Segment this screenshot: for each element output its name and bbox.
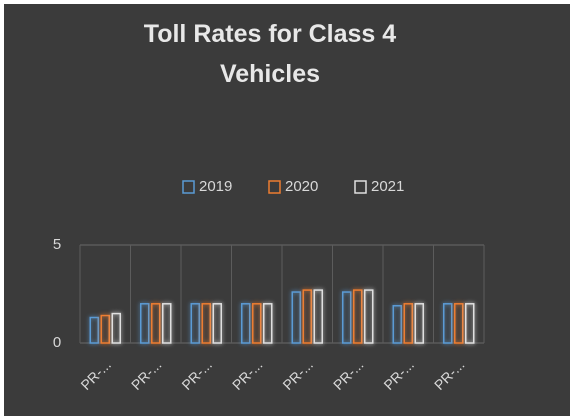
x-tick-label: PR-... xyxy=(279,356,316,393)
bar xyxy=(252,303,262,344)
bar xyxy=(364,289,374,344)
x-tick-label: PR-... xyxy=(330,356,367,393)
legend-label: 2019 xyxy=(199,178,232,195)
x-tick-label: PR-... xyxy=(77,356,114,393)
x-tick-label: PR-... xyxy=(431,356,468,393)
bar xyxy=(151,303,161,344)
bar xyxy=(403,303,413,344)
bar xyxy=(454,303,464,344)
chart-background xyxy=(4,4,570,416)
bar xyxy=(212,303,222,344)
bar xyxy=(291,291,301,344)
bar xyxy=(111,312,121,344)
chart-title: Toll Rates for Class 4 Vehicles xyxy=(143,20,397,88)
y-tick-label: 5 xyxy=(53,236,61,253)
bar xyxy=(443,303,453,344)
bar xyxy=(241,303,251,344)
legend-swatch xyxy=(182,180,195,194)
bar xyxy=(89,316,99,344)
bar xyxy=(263,303,273,344)
legend-swatch xyxy=(354,180,367,194)
bar xyxy=(353,289,363,344)
bar xyxy=(465,303,475,344)
y-tick-label: 0 xyxy=(53,334,61,351)
x-tick-label: PR-... xyxy=(229,356,266,393)
bar xyxy=(100,314,110,344)
bar xyxy=(313,289,323,344)
bar xyxy=(342,291,352,344)
legend-label: 2020 xyxy=(285,178,318,195)
bar xyxy=(162,303,172,344)
x-tick-label: PR-... xyxy=(380,356,417,393)
x-tick-label: PR-... xyxy=(178,356,215,393)
bar xyxy=(302,289,312,344)
bar xyxy=(190,303,200,344)
legend-label: 2021 xyxy=(371,178,404,195)
bar xyxy=(140,303,150,344)
legend-swatch xyxy=(268,180,281,194)
bar xyxy=(201,303,211,344)
x-tick-label: PR-... xyxy=(128,356,165,393)
bar xyxy=(414,303,424,344)
bar xyxy=(392,305,402,344)
